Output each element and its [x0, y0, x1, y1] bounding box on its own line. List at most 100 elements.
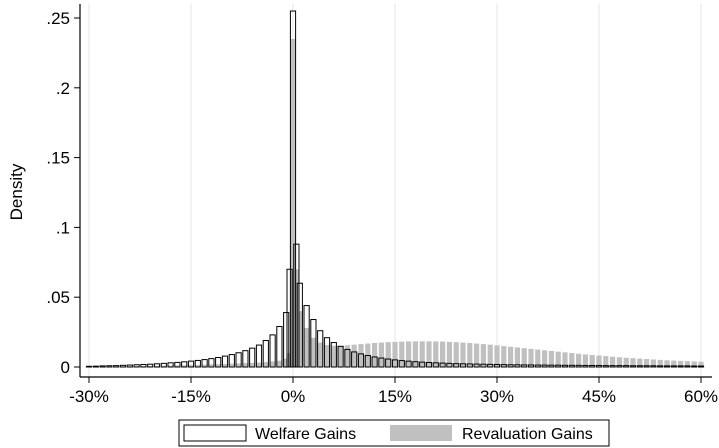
- welfare-bar-60: [480, 363, 487, 368]
- revaluation-bar-16: [195, 364, 201, 367]
- revaluation-bar-51: [419, 341, 425, 367]
- revaluation-bar-13: [174, 365, 180, 367]
- welfare-bar-61: [487, 363, 494, 368]
- x-tick-label-4: 30%: [480, 387, 514, 406]
- welfare-bar-86: [657, 365, 664, 368]
- x-axis-ticks: -30% -15% 0% 15% 30% 45% 60%: [69, 377, 718, 406]
- welfare-bar-65: [514, 364, 521, 368]
- revaluation-bar-72: [562, 352, 568, 367]
- revaluation-bar-84: [644, 359, 650, 367]
- revaluation-bar-77: [596, 355, 602, 367]
- welfare-bar-73: [568, 364, 575, 368]
- revaluation-bar-63: [501, 346, 507, 367]
- welfare-bar-83: [636, 365, 643, 368]
- welfare-bar-23: [242, 350, 249, 368]
- welfare-bar-68: [534, 364, 541, 368]
- revaluation-bar-92: [698, 361, 704, 367]
- revaluation-bar-28: [276, 360, 282, 367]
- revaluation-bar-66: [521, 348, 527, 367]
- revaluation-bar-49: [406, 341, 412, 367]
- revaluation-bar-45: [378, 342, 384, 367]
- welfare-bar-0: [85, 365, 93, 368]
- x-tick-label-6: 60%: [684, 387, 718, 406]
- revaluation-bar-42: [358, 344, 364, 367]
- revaluation-bar-83: [637, 358, 643, 367]
- revaluation-bar-52: [426, 341, 432, 367]
- welfare-bar-18: [208, 358, 215, 368]
- revaluation-bar-26: [263, 362, 269, 367]
- revaluation-bar-75: [582, 354, 588, 367]
- vertical-gridlines: [88, 4, 702, 377]
- welfare-bar-59: [473, 363, 480, 368]
- welfare-bar-12: [167, 362, 174, 368]
- revaluation-bar-29: [283, 358, 289, 367]
- revaluation-bar-38: [331, 345, 337, 367]
- y-tick-label-0: 0: [61, 358, 70, 377]
- welfare-bar-79: [609, 365, 616, 368]
- revaluation-bar-68: [535, 349, 541, 367]
- revaluation-bar-56: [453, 342, 459, 367]
- welfare-bar-15: [187, 360, 195, 368]
- revaluation-bar-40: [344, 345, 350, 367]
- welfare-bar-74: [575, 364, 582, 368]
- welfare-bar-89: [677, 365, 684, 368]
- welfare-bar-46: [385, 358, 392, 368]
- welfare-bar-24: [249, 347, 256, 368]
- welfare-bar-58: [466, 363, 473, 368]
- welfare-bar-6: [126, 364, 133, 368]
- revaluation-bar-62: [494, 345, 500, 367]
- welfare-bar-39: [337, 345, 344, 368]
- revaluation-bar-25: [256, 362, 262, 367]
- welfare-bar-7: [133, 364, 140, 368]
- revaluation-bar-47: [392, 341, 398, 367]
- welfare-bar-25: [255, 344, 263, 368]
- welfare-bar-85: [650, 365, 657, 368]
- welfare-bar-4: [113, 365, 120, 368]
- welfare-bar-81: [623, 365, 630, 368]
- revaluation-bar-55: [446, 341, 452, 367]
- welfare-bar-19: [215, 357, 222, 368]
- revaluation-bar-80: [616, 357, 622, 367]
- welfare-bar-13: [174, 361, 181, 368]
- welfare-bar-88: [670, 365, 677, 368]
- x-tick-label-5: 45%: [582, 387, 616, 406]
- revaluation-bar-46: [385, 342, 391, 367]
- revaluation-bar-70: [548, 350, 554, 367]
- y-tick-label-1: .05: [46, 288, 70, 307]
- revaluation-gains-bars: [86, 38, 704, 367]
- revaluation-bar-76: [589, 354, 595, 367]
- revaluation-bar-50: [412, 341, 418, 367]
- revaluation-bar-12: [168, 365, 174, 367]
- x-tick-label-0: -30%: [69, 387, 109, 406]
- revaluation-bar-10: [154, 365, 160, 367]
- revaluation-bar-39: [338, 345, 344, 367]
- revaluation-bar-79: [610, 356, 616, 367]
- welfare-bar-70: [548, 364, 555, 368]
- welfare-bar-77: [595, 364, 603, 368]
- revaluation-bar-78: [603, 356, 609, 367]
- x-tick-label-3: 15%: [378, 387, 412, 406]
- welfare-bar-76: [589, 364, 596, 368]
- welfare-bar-22: [235, 352, 242, 368]
- welfare-bar-54: [439, 362, 446, 368]
- axes: [79, 4, 712, 378]
- welfare-bar-9: [147, 363, 154, 368]
- welfare-bar-50: [412, 361, 419, 368]
- y-axis-ticks: 0 .05 .1 .15 .2 .25: [46, 9, 80, 377]
- welfare-bar-3: [106, 365, 113, 368]
- revaluation-bar-87: [664, 360, 670, 367]
- welfare-bar-30: [286, 268, 293, 368]
- revaluation-bar-64: [508, 346, 514, 367]
- revaluation-bar-48: [399, 341, 405, 367]
- revaluation-bar-37: [324, 344, 330, 367]
- revaluation-bar-74: [576, 353, 582, 367]
- welfare-bar-17: [201, 359, 208, 368]
- revaluation-bar-24: [249, 362, 255, 367]
- welfare-bar-72: [561, 364, 569, 368]
- y-tick-label-3: .15: [46, 149, 70, 168]
- welfare-bar-21: [228, 354, 235, 368]
- revaluation-bar-31: [290, 38, 296, 367]
- revaluation-bar-58: [467, 342, 473, 367]
- welfare-bar-37: [323, 337, 331, 368]
- revaluation-bar-53: [433, 341, 439, 367]
